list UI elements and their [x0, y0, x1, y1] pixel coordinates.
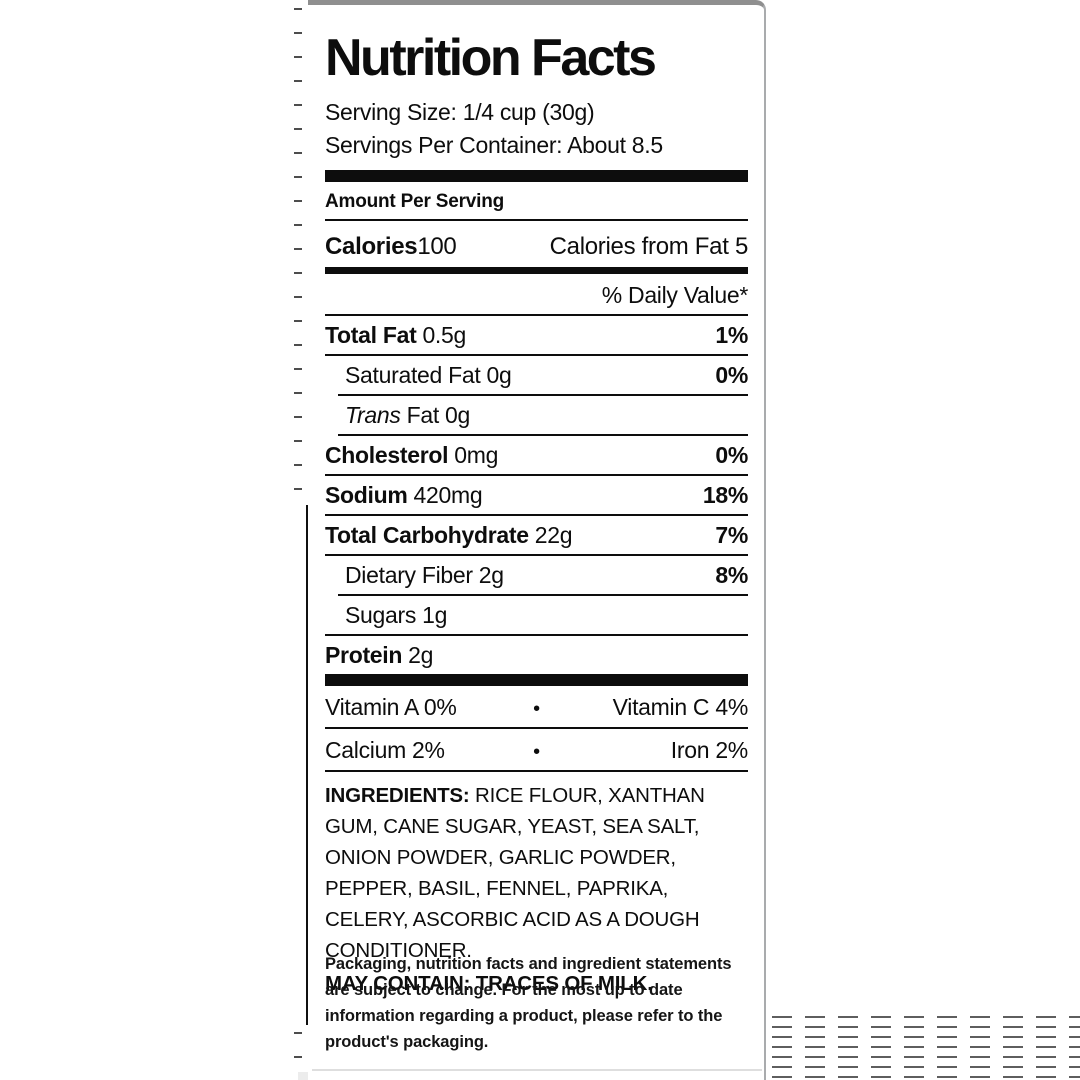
micronutrient-right: Vitamin C 4%: [612, 694, 749, 720]
nutrient-daily-value: 18%: [702, 482, 748, 508]
ingredients-label: INGREDIENTS:: [325, 784, 470, 807]
nutrient-value: 1g: [422, 602, 448, 628]
nutrient-name-amount: Total Carbohydrate 22g: [325, 522, 573, 549]
nutrient-daily-value: 0%: [715, 362, 748, 388]
nutrient-row: Dietary Fiber 2g 8%: [325, 556, 748, 594]
calories-row: Calories100 Calories from Fat 5: [325, 221, 748, 267]
left-dash-marks-bottom: [294, 1032, 302, 1080]
micronutrient-left: Calcium 2%: [325, 737, 445, 763]
nutrient-row: Total Carbohydrate 22g 7%: [325, 516, 748, 554]
bullet-separator: •: [533, 698, 540, 720]
nutrient-name-amount: Trans Fat 0g: [345, 402, 470, 429]
calories-from-fat: Calories from Fat 5: [549, 233, 749, 260]
medium-divider-bar: [325, 267, 748, 274]
separator-line: [325, 474, 748, 476]
packaging-disclaimer: Packaging, nutrition facts and ingredien…: [325, 955, 732, 1051]
nutrient-row: Sodium 420mg 18%: [325, 476, 748, 514]
calories-value: 100: [417, 233, 457, 260]
nutrient-row: Protein 2g: [325, 636, 748, 674]
separator-line: [325, 634, 748, 636]
separator-line: [325, 554, 748, 556]
daily-value-header: % Daily Value*: [325, 274, 748, 316]
nutrient-value: 420mg: [413, 482, 483, 508]
nutrient-name-amount: Sodium 420mg: [325, 482, 483, 509]
nutrient-value: 0g: [486, 362, 512, 388]
nutrient-value: 2g: [478, 562, 504, 588]
nutrient-label: Dietary Fiber: [345, 562, 473, 588]
nutrient-value: 2g: [408, 642, 434, 668]
nutrient-name-amount: Cholesterol 0mg: [325, 442, 498, 469]
nutrient-label: Trans: [345, 402, 401, 428]
nutrient-name-amount: Sugars 1g: [345, 602, 447, 629]
nutrient-label: Protein: [325, 642, 403, 668]
nutrition-label-card: Nutrition Facts Serving Size: 1/4 cup (3…: [308, 0, 766, 1080]
separator-line: [338, 434, 748, 436]
nutrient-label: Cholesterol: [325, 442, 449, 468]
nutrient-name-amount: Saturated Fat 0g: [345, 362, 512, 389]
bottom-right-dash-pattern: [772, 1016, 1080, 1080]
separator-line: [338, 594, 748, 596]
separator-line: [325, 354, 748, 356]
left-dash-marks-top: [294, 8, 302, 504]
nutrient-name-amount: Protein 2g: [325, 642, 433, 669]
nutrient-label: Total Carbohydrate: [325, 522, 529, 548]
micronutrient-left: Vitamin A 0%: [325, 694, 457, 720]
micronutrient-right: Iron 2%: [670, 737, 748, 763]
nutrient-row: Total Fat 0.5g 1%: [325, 316, 748, 354]
ingredients-paragraph: INGREDIENTS: RICE FLOUR, XANTHAN GUM, CA…: [325, 780, 748, 966]
serving-size: Serving Size: 1/4 cup (30g): [325, 99, 595, 125]
nutrient-value: 22g: [534, 522, 573, 548]
nutrient-value: Fat 0g: [406, 402, 471, 428]
nutrient-label: Saturated Fat: [345, 362, 481, 388]
nutrient-daily-value: 8%: [715, 562, 748, 588]
servings-per-container: Servings Per Container: About 8.5: [325, 132, 663, 158]
amount-per-serving-header: Amount Per Serving: [325, 182, 748, 221]
nutrient-label: Sodium: [325, 482, 408, 508]
nutrient-value: 0mg: [454, 442, 499, 468]
nutrient-daily-value: 1%: [715, 322, 748, 348]
nutrient-label: Total Fat: [325, 322, 417, 348]
calories-left: Calories100: [325, 233, 457, 261]
ingredients-text: RICE FLOUR, XANTHAN GUM, CANE SUGAR, YEA…: [325, 784, 705, 962]
calories-label: Calories: [325, 233, 418, 260]
may-contain-statement: MAY CONTAIN: TRACES OF MILK.: [325, 972, 653, 995]
bottom-hairline: [312, 1069, 762, 1071]
separator-line: [338, 394, 748, 396]
thick-divider-bar: [325, 170, 748, 182]
nutrition-label: Nutrition Facts Serving Size: 1/4 cup (3…: [308, 5, 764, 999]
nutrient-value: 0.5g: [422, 322, 467, 348]
nutrient-daily-value: 7%: [715, 522, 748, 548]
bullet-separator: •: [533, 741, 540, 763]
micronutrient-row: Calcium 2% • Iron 2%: [325, 729, 748, 772]
nutrients-table: Total Fat 0.5g 1% Saturated Fat 0g 0% Trans Fat…: [325, 316, 748, 674]
nutrient-name-amount: Dietary Fiber 2g: [345, 562, 504, 589]
nutrient-daily-value: 0%: [715, 442, 748, 468]
nutrition-facts-title: Nutrition Facts: [325, 29, 657, 87]
nutrient-row: Trans Fat 0g: [325, 396, 748, 434]
nutrient-row: Sugars 1g: [325, 596, 748, 634]
nutrient-name-amount: Total Fat 0.5g: [325, 322, 466, 349]
thick-divider-bar: [325, 674, 748, 686]
micronutrients-table: Vitamin A 0% • Vitamin C 4% Calcium 2% • Iron…: [325, 686, 748, 772]
nutrient-label: Sugars: [345, 602, 417, 628]
separator-line: [325, 514, 748, 516]
micronutrient-row: Vitamin A 0% • Vitamin C 4%: [325, 686, 748, 729]
nutrient-row: Saturated Fat 0g 0%: [325, 356, 748, 394]
nutrient-row: Cholesterol 0mg 0%: [325, 436, 748, 474]
